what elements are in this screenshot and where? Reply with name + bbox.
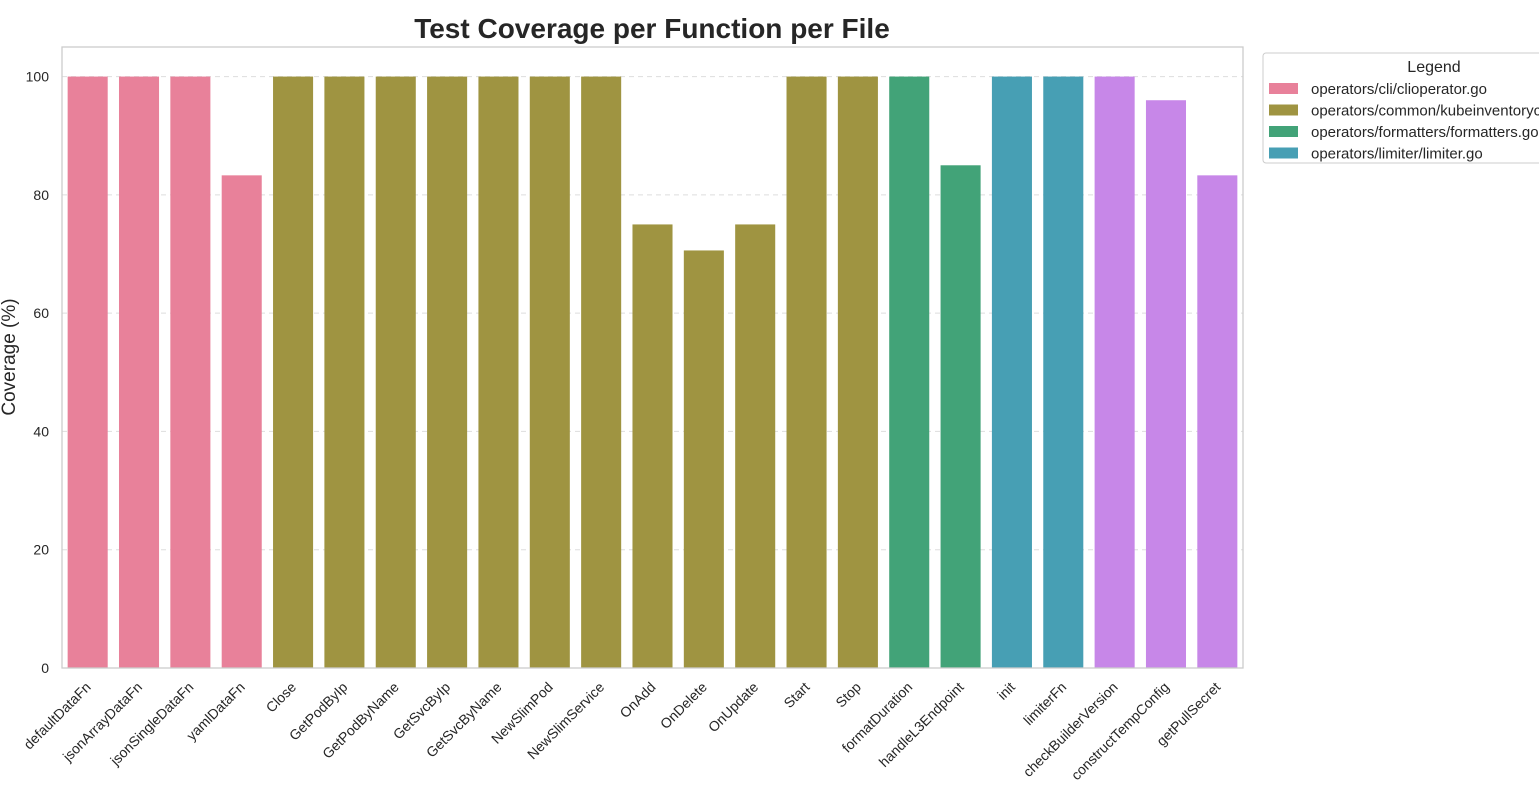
bar-OnAdd [632,224,673,668]
x-tick-label: OnUpdate [705,679,762,736]
x-tick-label: constructTempConfig [1068,679,1172,783]
chart-title: Test Coverage per Function per File [414,13,890,44]
legend-entry-label: operators/common/kubeinventorycache.go [1311,103,1539,120]
y-tick-label: 20 [33,542,49,558]
legend-title: Legend [1407,59,1460,76]
bar-limiterFn [1043,76,1084,669]
legend-entry-label: operators/oci-handler/oci.go [1311,167,1497,184]
legend-swatch [1269,147,1298,159]
bar-jsonSingleDataFn [170,76,211,669]
legend-swatch [1269,104,1298,116]
legend-swatch [1269,169,1298,180]
bar-GetSvcByName [478,76,519,669]
bar-OnDelete [683,250,724,669]
x-axis-ticks: defaultDataFnjsonArrayDataFnjsonSingleDa… [20,679,1223,783]
bar-formatDuration [889,76,930,669]
bar-GetSvcByIp [427,76,468,669]
bar-checkBuilderVersion [1094,76,1135,669]
bar-Stop [837,76,878,669]
bar-GetPodByIp [324,76,365,669]
bar-NewSlimPod [529,76,570,669]
y-tick-label: 60 [33,305,49,321]
y-tick-label: 100 [26,69,50,85]
bar-constructTempConfig [1145,100,1187,668]
x-tick-label: checkBuilderVersion [1020,679,1121,780]
x-tick-label: Start [780,679,812,711]
bar-OnUpdate [735,224,776,668]
x-tick-label: init [994,679,1018,703]
legend-swatch [1269,83,1298,94]
legend: Legend operators/cli/clioperator.go opera… [1262,52,1539,184]
bar-getPullSecret [1197,175,1238,668]
y-tick-label: 40 [33,423,49,439]
bar-NewSlimService [581,76,622,669]
bar-Close [273,76,314,669]
y-axis-ticks: 0 20 40 60 80 100 [26,69,50,676]
legend-entry-label: operators/limiter/limiter.go [1311,146,1483,163]
bar-GetPodByName [375,76,416,669]
legend-entry-label: operators/formatters/formatters.go [1311,124,1539,141]
legend-frame [1262,52,1539,164]
x-tick-label: OnDelete [657,679,710,732]
bar-handleL3Endpoint [940,165,981,669]
bar-jsonArrayDataFn [118,76,160,669]
x-tick-label: Stop [832,679,864,711]
y-tick-label: 80 [33,187,49,203]
y-axis-label: Coverage (%) [0,298,20,415]
legend-entry-label: operators/cli/clioperator.go [1311,81,1487,98]
x-tick-label: Close [263,679,300,716]
legend-swatch [1269,126,1298,137]
bar-defaultDataFn [67,76,108,669]
bars [67,76,1238,669]
plot-frame [61,46,1244,669]
bar-Start [786,76,827,669]
bar-init [991,76,1032,669]
y-tick-label: 0 [41,660,49,676]
x-tick-label: OnAdd [616,679,658,721]
x-tick-label: limiterFn [1020,679,1069,728]
bar-yamlDataFn [221,175,262,668]
